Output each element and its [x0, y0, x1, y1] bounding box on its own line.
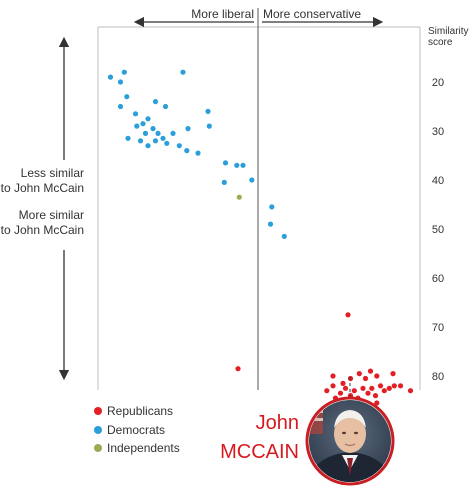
- data-point-democrats: [205, 108, 211, 114]
- y-tick-label: 30: [432, 126, 444, 138]
- data-point-republicans: [337, 390, 344, 396]
- data-point-republicans: [381, 388, 387, 394]
- data-point-republicans: [372, 393, 379, 399]
- data-point-republicans: [374, 373, 380, 379]
- data-point-republicans: [369, 385, 375, 391]
- data-point-republicans: [330, 373, 336, 379]
- data-points: [107, 69, 414, 408]
- data-point-democrats: [176, 143, 182, 149]
- data-point-democrats: [234, 162, 240, 168]
- data-point-democrats: [221, 179, 227, 185]
- data-point-democrats: [249, 177, 255, 183]
- y-tick-label: 50: [432, 224, 444, 236]
- data-point-democrats: [162, 103, 169, 110]
- data-point-republicans: [391, 383, 397, 389]
- data-point-republicans: [351, 388, 357, 394]
- more-conservative-label: More conservative: [263, 7, 361, 21]
- data-point-independents: [236, 194, 242, 200]
- more-liberal-label: More liberal: [191, 7, 254, 21]
- data-point-republicans: [407, 388, 414, 394]
- data-point-democrats: [137, 138, 144, 144]
- data-point-republicans: [397, 383, 404, 389]
- less-similar-label-line2: to John McCain: [1, 181, 84, 195]
- data-point-republicans: [386, 385, 392, 391]
- y-axis-ticks: 20 30 40 50 60 70 80: [432, 77, 444, 383]
- data-point-democrats: [121, 69, 127, 75]
- more-similar-label-line1: More similar: [19, 208, 84, 222]
- y-tick-label: 70: [432, 322, 444, 334]
- y-tick-label: 40: [432, 175, 444, 187]
- data-point-democrats: [152, 99, 159, 105]
- mccain-first-name: John: [256, 412, 299, 434]
- data-point-democrats: [267, 221, 274, 227]
- data-point-democrats: [269, 204, 275, 210]
- data-point-democrats: [206, 123, 212, 129]
- data-point-democrats: [134, 123, 140, 129]
- data-point-republicans: [374, 400, 380, 406]
- y-axis-title-line1: Similarity: [428, 26, 469, 37]
- data-point-democrats: [164, 140, 170, 146]
- data-point-republicans: [365, 390, 371, 396]
- data-point-democrats: [117, 79, 124, 85]
- legend: Republicans Democrats Independents: [94, 404, 180, 455]
- data-point-democrats: [184, 148, 190, 154]
- y-tick-label: 20: [432, 77, 444, 89]
- data-point-republicans: [345, 312, 351, 318]
- data-point-democrats: [124, 94, 130, 100]
- data-point-democrats: [281, 233, 287, 239]
- data-point-democrats: [180, 69, 186, 75]
- data-point-democrats: [125, 135, 131, 141]
- data-point-republicans: [235, 366, 241, 372]
- mccain-portrait: [305, 396, 395, 486]
- data-point-republicans: [340, 380, 346, 386]
- data-point-republicans: [356, 371, 362, 377]
- data-point-democrats: [150, 126, 156, 132]
- data-point-democrats: [152, 138, 159, 144]
- data-point-democrats: [117, 103, 124, 110]
- less-similar-label-line1: Less similar: [21, 166, 84, 180]
- y-tick-label: 80: [432, 371, 444, 383]
- data-point-democrats: [222, 160, 229, 166]
- plot-frame: [97, 26, 421, 390]
- data-point-democrats: [170, 130, 176, 136]
- data-point-democrats: [160, 135, 166, 141]
- data-point-republicans: [360, 385, 366, 391]
- data-point-democrats: [140, 121, 146, 127]
- data-point-democrats: [155, 130, 161, 136]
- legend-label-independents: Independents: [107, 441, 180, 455]
- data-point-democrats: [142, 130, 149, 136]
- legend-swatch-independents: [94, 444, 102, 452]
- mccain-last-name: MCCAIN: [220, 441, 299, 463]
- data-point-democrats: [195, 150, 201, 156]
- legend-swatch-republicans: [94, 407, 102, 415]
- more-similar-label-line2: to John McCain: [1, 223, 84, 237]
- data-point-democrats: [145, 116, 151, 122]
- legend-label-republicans: Republicans: [107, 404, 173, 418]
- y-axis-title-line2: score: [428, 37, 453, 48]
- data-point-democrats: [145, 143, 151, 149]
- data-point-democrats: [132, 111, 139, 117]
- data-point-republicans: [362, 375, 369, 382]
- data-point-democrats: [107, 74, 114, 80]
- data-point-republicans: [342, 385, 349, 391]
- data-point-democrats: [185, 126, 191, 132]
- data-point-republicans: [390, 371, 396, 377]
- data-point-republicans: [330, 383, 336, 389]
- data-point-republicans: [367, 368, 374, 374]
- data-point-republicans: [324, 388, 330, 394]
- legend-swatch-democrats: [94, 426, 102, 434]
- data-point-republicans: [377, 383, 384, 389]
- legend-label-democrats: Democrats: [107, 423, 165, 437]
- data-point-democrats: [240, 162, 246, 168]
- y-tick-label: 60: [432, 273, 444, 285]
